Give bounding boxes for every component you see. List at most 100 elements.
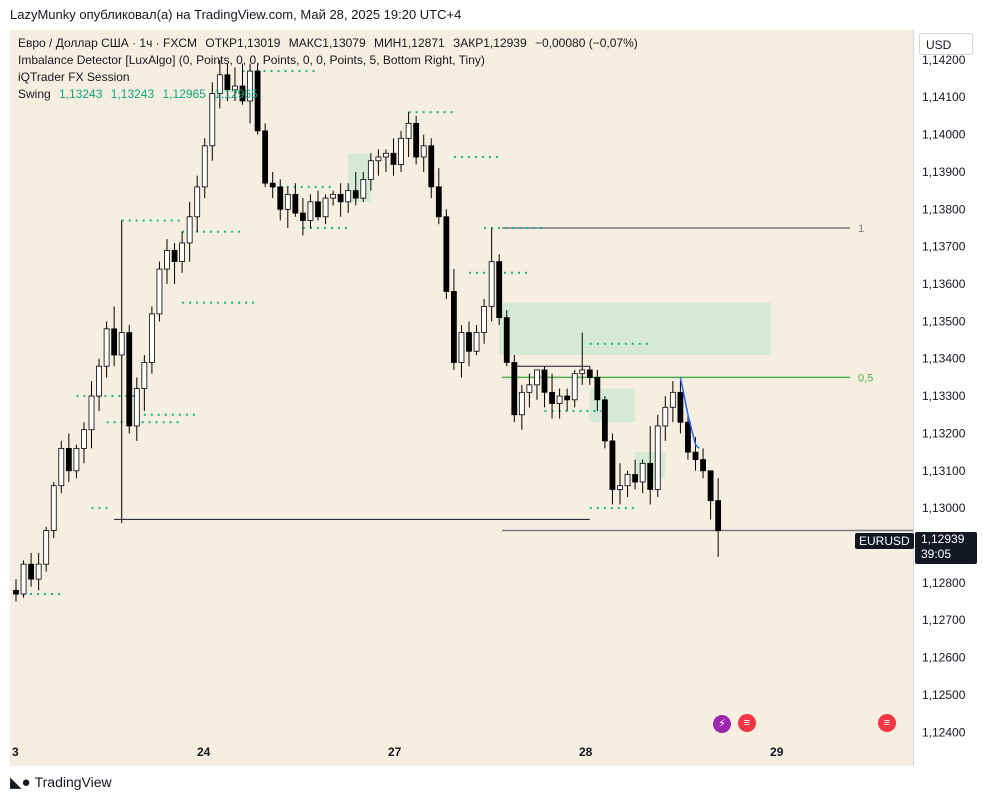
time-axis[interactable]: 3 24 27 28 29 [10, 736, 913, 766]
candle-body [443, 216, 450, 292]
swing-label: Swing [18, 87, 51, 101]
swing-dot [44, 593, 46, 596]
candle-body [707, 470, 714, 502]
candle-body [692, 451, 699, 460]
swing-dot [155, 421, 158, 424]
candle-body [647, 462, 654, 490]
swing-dot [111, 395, 114, 398]
swing-dot [505, 226, 508, 229]
candle-body [594, 376, 601, 401]
candle-body [617, 485, 623, 490]
swing-dot [185, 413, 188, 416]
candle-body [390, 152, 397, 165]
candle-body [435, 186, 442, 218]
candle-body [73, 447, 80, 472]
candle-body [624, 474, 631, 487]
candle-body [284, 193, 291, 210]
swing-dot [203, 301, 206, 304]
price-tick-label: 1,13700 [922, 240, 966, 254]
swing-dot [242, 70, 245, 73]
candle-body [518, 391, 525, 416]
lightning-event-icon[interactable]: ⚡ [713, 715, 731, 733]
candle-body [277, 186, 284, 210]
candle-body [133, 388, 140, 427]
swing-dot [149, 219, 152, 222]
time-tick-label: 28 [579, 745, 593, 759]
main-legend: Евро / Доллар США · 1ч · FXCM ОТКР1,1301… [18, 36, 643, 50]
candle-body [322, 197, 329, 218]
candle-body [685, 421, 691, 453]
swing-dot [533, 226, 536, 229]
imbalance-zone [499, 302, 771, 355]
legend-open: ОТКР1,13019 [205, 36, 281, 50]
swing-dot [148, 421, 151, 424]
swing-dot [291, 70, 294, 73]
swing-dot [270, 70, 273, 73]
price-chart[interactable]: 10,5 [10, 30, 913, 766]
candle-body [65, 447, 72, 472]
candle-body [511, 362, 518, 416]
candle-body [473, 332, 480, 352]
candle-body [669, 391, 676, 408]
swing-dot [163, 219, 166, 222]
candle-body [111, 328, 118, 356]
swing-dot [617, 507, 620, 510]
swing-dot [525, 271, 527, 274]
swing-dot [252, 301, 255, 304]
swing-dot [277, 70, 280, 73]
candle-body [307, 201, 314, 221]
swing-dot [141, 421, 144, 424]
candle-body [609, 440, 616, 490]
candle-body [43, 530, 50, 565]
swing-dot [337, 226, 340, 229]
candle-body [216, 74, 223, 94]
legend-swing[interactable]: Swing 1,13243 1,13243 1,12965 1,12965 [18, 87, 263, 101]
price-axis[interactable]: USD 1,14200 1,14100 1,14000 1,13900 1,13800 1… [913, 30, 981, 766]
legend-imbalance-detector[interactable]: Imbalance Detector [LuxAlgo] (0, Points,… [18, 53, 485, 67]
chart-area[interactable]: 1 0,5 Евро / Доллар США · 1ч · FXCM ОТКР1… [10, 30, 981, 766]
swing-dot [624, 342, 627, 345]
us-flag-event-icon[interactable]: ≡ [738, 714, 756, 732]
price-tick-label: 1,13300 [922, 389, 966, 403]
price-tick-label: 1,12700 [922, 613, 966, 627]
price-tick-label: 1,14200 [922, 53, 966, 67]
bar-countdown: 39:05 [921, 547, 952, 561]
us-flag-event-icon[interactable]: ≡ [878, 714, 896, 732]
candle-body [315, 201, 321, 218]
candle-body [209, 93, 216, 147]
swing-dot [91, 507, 94, 510]
candle-body [556, 395, 563, 404]
publisher-line: LazyMunky опубликовал(а) на TradingView.… [10, 7, 462, 22]
swing-dot [498, 226, 501, 229]
tradingview-logo[interactable]: ◣● TradingView [10, 773, 112, 791]
candle-body [262, 130, 269, 184]
candle-body [299, 212, 306, 221]
swing-dot [162, 421, 165, 424]
swing-dot [488, 156, 491, 159]
candle-body [677, 391, 684, 423]
candle-body [398, 137, 404, 165]
swing-dot [518, 271, 520, 274]
swing-dot [467, 156, 470, 159]
swing-dot [98, 507, 101, 510]
candle-body [239, 85, 246, 102]
legend-fx-session[interactable]: iQTrader FX Session [18, 70, 130, 84]
swing-dot [328, 185, 331, 188]
time-tick-label: 29 [770, 745, 784, 759]
candle-body [466, 332, 472, 352]
swing-dot [300, 185, 303, 188]
candle-body [428, 145, 435, 188]
swing-dot [224, 230, 227, 233]
swing-dot [307, 185, 310, 188]
currency-button[interactable]: USD [919, 33, 973, 55]
candle-body [352, 190, 359, 199]
candle-body [126, 332, 133, 427]
fib-label-half: 0,5 [858, 372, 873, 384]
candle-body [662, 406, 669, 427]
swing-dot [481, 156, 484, 159]
legend-symbol[interactable]: Евро / Доллар США · 1ч · FXCM [18, 36, 198, 50]
symbol-tag: EURUSD [855, 533, 914, 549]
candle-body [164, 249, 170, 270]
swing-dot [135, 219, 138, 222]
swing-dot [415, 111, 418, 114]
